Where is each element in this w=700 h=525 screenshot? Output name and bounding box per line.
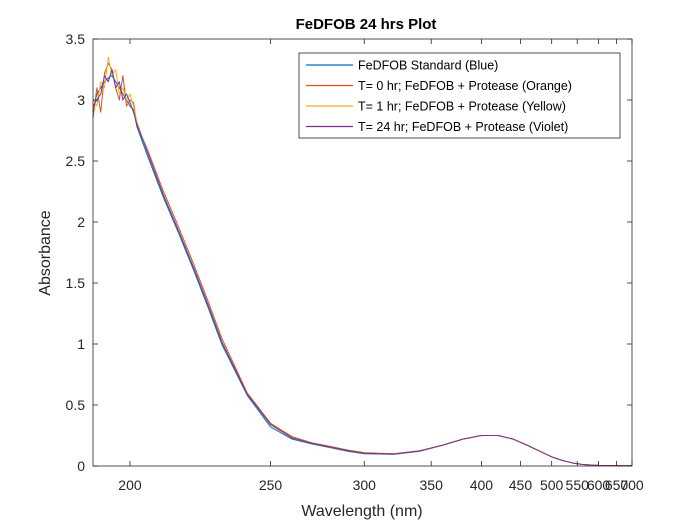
x-tick-label: 200 bbox=[118, 477, 142, 493]
y-tick-label: 3.5 bbox=[66, 31, 86, 47]
x-tick-label: 450 bbox=[509, 477, 533, 493]
series-layer bbox=[92, 56, 632, 467]
x-tick-label: 250 bbox=[259, 477, 283, 493]
x-tick-label: 350 bbox=[420, 477, 444, 493]
x-tick-label: 550 bbox=[566, 477, 590, 493]
x-tick-label: 650 bbox=[605, 477, 629, 493]
legend-label-3: T= 1 hr; FeDFOB + Protease (Yellow) bbox=[358, 100, 566, 114]
x-tick-label: 500 bbox=[540, 477, 564, 493]
legend-label-1: FeDFOB Standard (Blue) bbox=[358, 59, 498, 73]
legend: FeDFOB Standard (Blue) T= 0 hr; FeDFOB + … bbox=[298, 52, 621, 139]
legend-box bbox=[298, 52, 621, 139]
y-tick-label: 0.5 bbox=[66, 397, 86, 413]
legend-label-4: T= 24 hr; FeDFOB + Protease (Violet) bbox=[358, 120, 568, 134]
x-axis-label: Wavelength (nm) bbox=[301, 503, 422, 520]
chart-title: FeDFOB 24 hrs Plot bbox=[296, 16, 437, 33]
y-tick-label: 2.5 bbox=[66, 153, 86, 169]
y-tick-label: 1 bbox=[77, 336, 85, 352]
y-tick-label: 2 bbox=[77, 214, 85, 230]
y-axis-label: Absorbance bbox=[37, 210, 54, 295]
x-tick-label: 400 bbox=[470, 477, 494, 493]
axes-box bbox=[92, 38, 633, 467]
y-tick-label: 0 bbox=[77, 458, 85, 474]
series-line-4 bbox=[92, 69, 632, 467]
y-tick-label: 1.5 bbox=[66, 275, 86, 291]
x-tick-label: 600 bbox=[587, 477, 611, 493]
y-tick-label: 3 bbox=[77, 92, 85, 108]
x-tick-label: 700 bbox=[620, 477, 644, 493]
legend-label-2: T= 0 hr; FeDFOB + Protease (Orange) bbox=[358, 79, 572, 93]
x-tick-label: 300 bbox=[353, 477, 377, 493]
